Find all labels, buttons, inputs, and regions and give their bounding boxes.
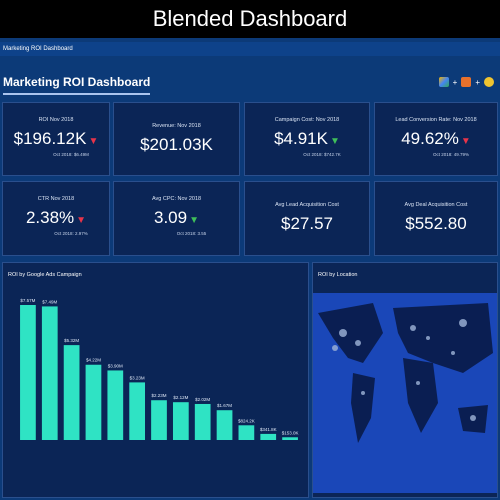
value-label: $153.0K — [282, 430, 299, 435]
kpi-card: CTR Nov 2018 2.38% ▼ Oct 2018: 2.97% — [2, 181, 110, 256]
bar — [151, 400, 167, 440]
bar — [20, 305, 36, 440]
bar — [194, 403, 211, 440]
kpi-label: Revenue: Nov 2018 — [152, 123, 201, 129]
trend-arrow: ▼ — [76, 215, 87, 226]
banner: Blended Dashboard — [0, 0, 500, 38]
trend-arrow: ▼ — [88, 136, 99, 147]
plus: + — [475, 77, 480, 87]
value-label: $341.8K — [260, 427, 277, 432]
value-label: $824.2K — [238, 418, 255, 423]
bar — [238, 425, 255, 440]
land — [318, 303, 383, 363]
bar — [63, 345, 80, 440]
bar — [216, 410, 233, 440]
kpi-number: $196.12K — [13, 129, 87, 148]
bar — [41, 306, 58, 440]
kpi-card: Revenue: Nov 2018 $201.03K — [113, 102, 240, 176]
value-label: $7.49M — [42, 299, 57, 304]
kpi-number: 2.38% — [25, 208, 75, 227]
kpi-card: Avg CPC: Nov 2018 3.09 ▼ Oct 2018: 3.55 — [113, 181, 240, 256]
bar — [172, 402, 189, 440]
kpi-label: Campaign Cost: Nov 2018 — [274, 117, 340, 123]
kpi-label: CTR Nov 2018 — [37, 196, 75, 202]
trend-arrow: ▼ — [460, 136, 471, 147]
plus: + — [452, 77, 458, 87]
kpi-card: Campaign Cost: Nov 2018 $4.91K ▼ Oct 2018: … — [244, 102, 370, 176]
kpi-value: 2.38% ▼ — [3, 208, 109, 228]
kpi-number: $27.57 — [281, 214, 333, 233]
kpi-number: $552.80 — [405, 214, 467, 233]
panel-title: ROI by Location — [318, 272, 358, 278]
kpi-card: Lead Conversion Rate: Nov 2018 49.62% ▼ Oct… — [374, 102, 498, 176]
kpi-card: Avg Deal Acquisition Cost $552.80 — [374, 181, 498, 256]
kpi-number: 49.62% — [401, 129, 459, 148]
bar — [129, 382, 146, 440]
kpi-number: 3.09 — [154, 208, 188, 227]
value-label: $3.23M — [130, 375, 145, 380]
trend-arrow: ▼ — [189, 215, 199, 226]
kpi-value: $201.03K — [114, 135, 239, 155]
bar — [282, 437, 298, 440]
value-label: $1.67M — [217, 403, 232, 408]
kpi-value: $196.12K ▼ — [3, 129, 109, 149]
kpi-value: $4.91K ▼ — [245, 129, 369, 149]
kpi-number: $4.91K — [274, 129, 328, 148]
kpi-value: 3.09 ▼ — [114, 208, 239, 228]
map — [313, 293, 497, 493]
value-label: $2.02M — [195, 397, 210, 402]
bar — [85, 364, 102, 440]
kpi-compare: Oct 2018: $6.49M — [53, 152, 89, 157]
logo — [484, 77, 494, 87]
logo — [461, 77, 472, 87]
kpi-label: Avg Lead Acquisition Cost — [275, 202, 339, 208]
kpi-label: Avg Deal Acquisition Cost — [404, 202, 468, 208]
kpi-compare: Oct 2018: $742.7K — [303, 152, 341, 157]
land — [351, 373, 375, 443]
source-logos: + + — [438, 77, 494, 87]
bar — [260, 433, 277, 440]
map-panel: ROI by Location — [312, 262, 498, 498]
value-label: $2.12M — [173, 395, 188, 400]
value-label: $4.22M — [86, 358, 101, 363]
logo — [438, 77, 449, 87]
kpi-card: ROI Nov 2018 $196.12K ▼ Oct 2018: $6.49M — [2, 102, 110, 176]
bar-panel: ROI by Google Ads Campaign $7.57M $7.49M $… — [2, 262, 309, 498]
tab[interactable]: Marketing ROI Dashboard — [0, 42, 500, 56]
kpi-value: 49.62% ▼ — [375, 129, 497, 149]
kpi-card: Avg Lead Acquisition Cost $27.57 — [244, 181, 370, 256]
value-label: $5.32M — [64, 338, 79, 343]
value-label: $2.23M — [151, 393, 166, 398]
kpi-compare: Oct 2018: 2.97% — [54, 231, 88, 236]
kpi-compare: Oct 2018: 49.79% — [432, 152, 470, 157]
kpi-value: $552.80 — [375, 214, 497, 234]
land — [403, 358, 438, 433]
land — [393, 303, 493, 373]
kpi-number: $201.03K — [140, 135, 213, 154]
value-label: $7.57M — [20, 298, 35, 303]
bar-chart: $7.57M $7.49M $5.32M $4.22M $3.90M $3.23M $2.2… — [20, 298, 299, 440]
kpi-label: ROI Nov 2018 — [38, 117, 74, 123]
kpi-value: $27.57 — [245, 214, 369, 234]
trend-arrow: ▼ — [329, 136, 340, 147]
panel-title: ROI by Google Ads Campaign — [8, 272, 82, 278]
dashboard-title: Marketing ROI Dashboard — [3, 75, 151, 95]
kpi-compare: Oct 2018: 3.55 — [176, 231, 207, 236]
value-label: $3.90M — [108, 363, 123, 368]
bar — [107, 370, 124, 440]
kpi-label: Avg CPC: Nov 2018 — [151, 196, 202, 202]
location-dots — [332, 319, 476, 421]
kpi-label: Lead Conversion Rate: Nov 2018 — [395, 117, 477, 123]
